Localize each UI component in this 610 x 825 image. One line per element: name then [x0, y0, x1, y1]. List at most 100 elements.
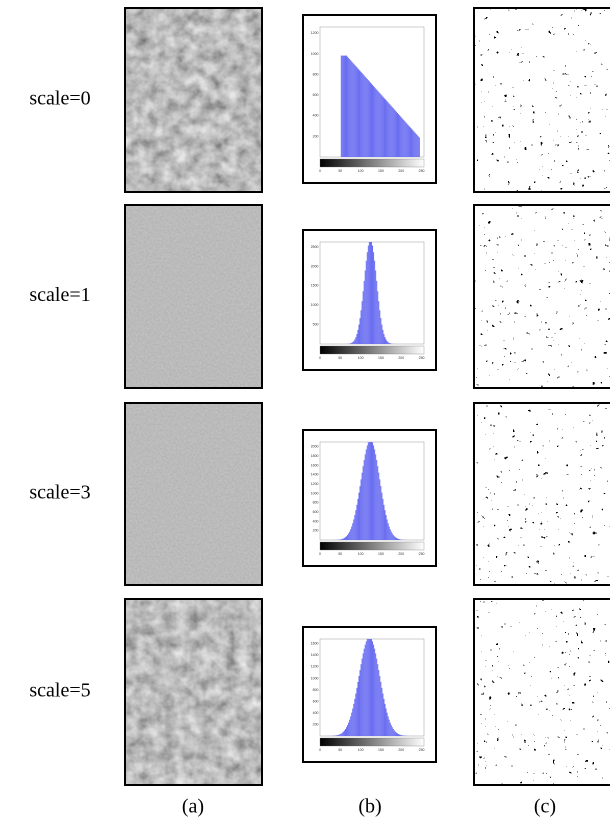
- histogram-bar: [343, 55, 345, 157]
- x-tick-label: 250: [419, 356, 425, 360]
- histogram-bar: [349, 719, 351, 736]
- image-frame: [124, 7, 263, 193]
- histogram-bar: [407, 124, 409, 157]
- histogram-bar: [369, 242, 371, 344]
- histogram-bar: [369, 639, 371, 736]
- x-tick-label: 100: [358, 748, 364, 752]
- histogram-bar: [374, 449, 376, 540]
- histogram-bar: [393, 730, 395, 736]
- x-tick-label: 150: [378, 748, 384, 752]
- histogram-bar: [382, 693, 384, 736]
- histogram-bar: [389, 722, 391, 736]
- histogram-bar: [386, 101, 388, 157]
- histogram-bar: [354, 339, 356, 344]
- histogram-bar: [363, 648, 365, 736]
- histogram-bar: [374, 648, 376, 736]
- histogram-bar: [377, 90, 379, 157]
- histogram-bar: [365, 260, 367, 344]
- histogram-bar: [374, 87, 376, 157]
- image-frame: [124, 204, 263, 389]
- x-tick-label: 200: [398, 356, 404, 360]
- row-label: scale=5: [29, 680, 90, 702]
- binary-image: [474, 403, 610, 585]
- histogram-bar: [376, 89, 378, 157]
- histogram-bar: [382, 498, 384, 540]
- histogram-bar: [366, 79, 368, 157]
- histogram-bar: [388, 342, 390, 344]
- input-image: [125, 205, 262, 388]
- y-tick-label: 1000: [311, 303, 319, 307]
- histogram-bar: [396, 538, 398, 540]
- histogram-bar: [391, 533, 393, 540]
- histogram-bar: [395, 537, 397, 540]
- histogram-bar: [357, 68, 359, 157]
- histogram-bar: [343, 537, 345, 540]
- histogram-bar: [394, 537, 396, 540]
- histogram-bar: [340, 733, 342, 736]
- histogram-bar: [378, 91, 380, 157]
- histogram-bar: [398, 114, 400, 157]
- histogram-bar: [355, 337, 357, 344]
- histogram-bar: [372, 641, 374, 736]
- histogram-bar: [418, 137, 420, 157]
- histogram-bar: [342, 538, 344, 540]
- histogram-bar: [373, 445, 375, 540]
- x-tick-label: 150: [378, 552, 384, 556]
- x-tick-label: 100: [358, 356, 364, 360]
- histogram-bar: [357, 498, 359, 540]
- y-tick-label: 600: [313, 699, 319, 703]
- histogram-bar: [390, 105, 392, 157]
- y-tick-label: 800: [313, 688, 319, 692]
- histogram-bar: [406, 123, 408, 157]
- histogram-bar: [338, 734, 340, 736]
- histogram-bar: [341, 732, 343, 736]
- y-tick-label: 200: [313, 134, 319, 138]
- image-frame: [124, 402, 263, 586]
- histogram-bar: [401, 117, 403, 157]
- histogram-bar: [344, 537, 346, 540]
- histogram-bar: [379, 675, 381, 736]
- histogram-bar: [359, 70, 361, 157]
- histogram-bar: [339, 539, 341, 540]
- histogram-bar: [417, 136, 419, 157]
- histogram-bar: [370, 83, 372, 157]
- x-tick-label: 200: [398, 169, 404, 173]
- x-tick-label: 50: [338, 356, 342, 360]
- y-tick-label: 1200: [311, 665, 319, 669]
- histogram-bar: [379, 310, 381, 344]
- histogram-bar: [373, 252, 375, 344]
- histogram-bar: [356, 504, 358, 540]
- histogram-bar: [346, 536, 348, 540]
- x-tick-label: 200: [398, 748, 404, 752]
- histogram-bar: [391, 107, 393, 157]
- histogram-bar: [380, 318, 382, 344]
- x-tick-label: 200: [398, 552, 404, 556]
- histogram-bar: [346, 55, 348, 157]
- histogram-bar: [370, 242, 372, 344]
- histogram-bar: [365, 641, 367, 736]
- histogram-bar: [365, 449, 367, 540]
- histogram-bar: [368, 81, 370, 157]
- histogram-bar: [351, 342, 353, 344]
- x-tick-label: 250: [419, 748, 425, 752]
- histogram-bar: [366, 445, 368, 540]
- histogram-bar: [393, 536, 395, 540]
- histogram-bar: [350, 529, 352, 540]
- y-tick-label: 800: [313, 72, 319, 76]
- histogram-bar: [344, 728, 346, 736]
- histogram-bar: [347, 725, 349, 736]
- histogram-bar: [415, 133, 417, 157]
- histogram-bar: [362, 74, 364, 157]
- y-tick-label: 200: [313, 529, 319, 533]
- histogram-bar: [405, 122, 407, 157]
- histogram-bar: [357, 329, 359, 344]
- column-label: (a): [182, 796, 204, 818]
- histogram-bar: [368, 442, 370, 540]
- histogram-bar: [367, 245, 369, 344]
- histogram-bar: [380, 94, 382, 157]
- histogram-bar: [363, 280, 365, 344]
- histogram-bar: [349, 59, 351, 157]
- histogram-bar: [343, 730, 345, 736]
- histogram-bar: [392, 108, 394, 157]
- histogram-bar: [361, 658, 363, 736]
